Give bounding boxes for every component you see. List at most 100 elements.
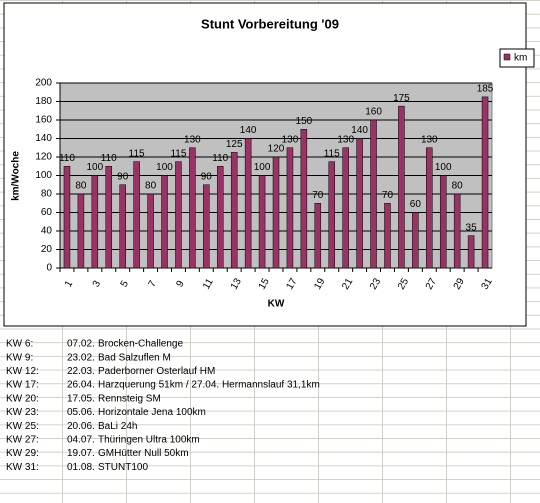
y-tick-label: 60 [41, 207, 53, 218]
x-tick-label: 27 [424, 276, 439, 292]
event-week: KW 20: [6, 393, 39, 404]
event-week: KW 23: [6, 407, 39, 418]
event-week: KW 9: [6, 352, 33, 363]
bar [272, 156, 280, 269]
event-name: Bad Salzuflen M [98, 352, 171, 363]
event-date: 05.06. [67, 407, 95, 418]
data-label: 110 [212, 153, 228, 164]
x-tick-label: 13 [229, 276, 244, 292]
bar [426, 147, 433, 269]
event-name: Harzquerung 51km / 27.04. Hermannslauf 3… [98, 380, 320, 391]
bar [439, 175, 447, 269]
data-label: 100 [156, 162, 173, 173]
data-label: 100 [86, 162, 103, 173]
legend [499, 48, 535, 68]
y-tick-label: 100 [35, 170, 52, 181]
event-date: 22.03. [67, 366, 95, 377]
bar [77, 193, 85, 269]
event-name: Rennsteig SM [98, 393, 161, 404]
x-tick-label: 25 [396, 276, 411, 292]
data-label: 125 [226, 139, 243, 150]
bar [189, 147, 196, 269]
y-tick-label: 20 [41, 244, 53, 255]
event-date: 17.05. [67, 393, 95, 404]
data-label: 80 [75, 181, 87, 192]
data-label: 100 [254, 162, 271, 173]
x-tick-label: 9 [174, 279, 187, 290]
x-tick-label: 5 [119, 279, 132, 290]
x-tick-label: 31 [480, 276, 495, 292]
x-tick-label: 19 [312, 276, 327, 292]
event-date: 19.07. [67, 448, 95, 459]
data-label: 115 [170, 148, 186, 159]
y-tick-label: 180 [35, 96, 52, 107]
event-name: GMHütter Null 50km [98, 448, 189, 459]
y-tick-label: 40 [41, 226, 53, 237]
bar [258, 175, 266, 269]
event-date: 01.08. [67, 462, 95, 473]
chart-title: Stunt Vorbereitung '09 [201, 16, 339, 31]
bar [203, 184, 210, 269]
event-week: KW 6: [6, 339, 33, 350]
data-label: 140 [351, 125, 368, 136]
data-label: 70 [312, 190, 324, 201]
event-date: 23.02. [67, 352, 95, 363]
event-week: KW 27: [6, 435, 39, 446]
bar [356, 138, 363, 269]
data-label: 110 [59, 153, 75, 164]
data-label: 175 [393, 93, 410, 104]
data-label: 90 [201, 171, 213, 182]
bar [286, 147, 294, 269]
y-tick-label: 0 [46, 263, 52, 274]
event-name: STUNT100 [98, 462, 148, 473]
y-tick-label: 200 [35, 78, 52, 89]
data-label: 80 [145, 181, 157, 192]
legend-label: km [514, 53, 527, 64]
x-tick-label: 29 [452, 276, 467, 292]
bar [105, 166, 113, 269]
data-label: 160 [365, 107, 382, 118]
bar [412, 212, 419, 269]
bar [175, 161, 182, 269]
event-date: 04.07. [67, 435, 95, 446]
event-date: 20.06. [67, 421, 95, 432]
bar [467, 235, 475, 269]
bar [119, 184, 126, 269]
data-label: 130 [282, 134, 299, 145]
data-label: 80 [452, 181, 464, 192]
x-tick-label: 3 [91, 279, 104, 290]
x-tick-label: 15 [257, 276, 272, 292]
bar [91, 175, 99, 269]
bar [314, 203, 322, 269]
event-name: Thüringen Ultra 100km [98, 435, 200, 446]
data-label: 140 [240, 125, 257, 136]
data-label: 60 [410, 199, 422, 210]
bar [328, 161, 335, 269]
event-name: Paderborner Osterlauf HM [98, 366, 215, 377]
bar [63, 166, 71, 269]
event-name: Brocken-Challenge [98, 339, 183, 350]
data-label: 115 [129, 148, 145, 159]
bar [398, 105, 405, 269]
x-axis-label: KW [268, 299, 285, 310]
event-week: KW 12: [6, 366, 39, 377]
y-axis-label: km/Woche [11, 151, 22, 201]
y-tick-label: 140 [35, 133, 52, 144]
bar [147, 193, 154, 269]
event-date: 26.04. [67, 380, 95, 391]
event-name: Horizontale Jena 100km [98, 407, 206, 418]
bar [342, 147, 349, 269]
x-tick-label: 21 [340, 276, 355, 292]
data-label: 90 [117, 171, 129, 182]
data-label: 185 [477, 84, 494, 95]
data-label: 100 [435, 162, 452, 173]
event-name: BaLi 24h [98, 421, 137, 432]
legend-swatch [503, 53, 511, 61]
bar [453, 193, 461, 269]
x-tick-label: 1 [63, 279, 76, 290]
bar [217, 166, 224, 269]
bar [161, 175, 168, 269]
event-date: 07.02. [67, 339, 95, 350]
data-label: 35 [466, 222, 478, 233]
